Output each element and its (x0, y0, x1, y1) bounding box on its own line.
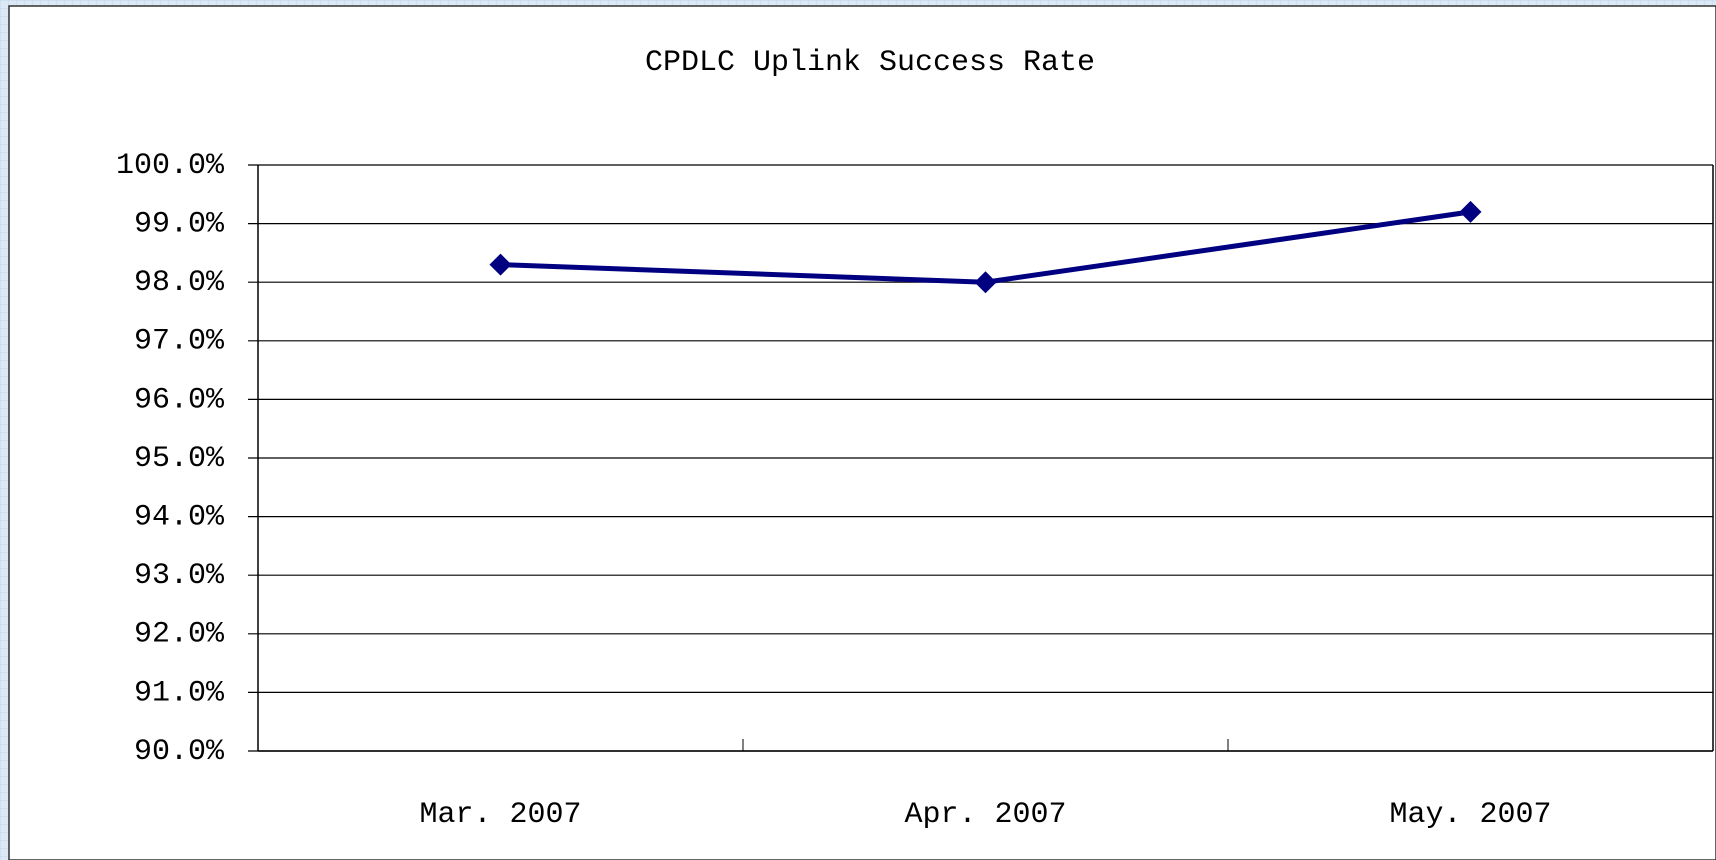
y-tick-label: 96.0% (134, 383, 225, 417)
point-marker (1459, 200, 1482, 223)
y-tick-label: 95.0% (134, 442, 225, 476)
y-tick-label: 93.0% (134, 559, 225, 593)
y-tick-label: 99.0% (134, 208, 225, 242)
chart-area (8, 5, 1716, 860)
y-tick-label: 98.0% (134, 266, 225, 300)
y-tick-label: 100.0% (116, 149, 225, 183)
point-marker (974, 271, 997, 294)
x-tick-label: Mar. 2007 (419, 798, 581, 832)
y-tick-label: 94.0% (134, 501, 225, 535)
x-tick-label: Apr. 2007 (904, 798, 1066, 832)
y-tick-label: 91.0% (134, 676, 225, 710)
x-tick-label: May. 2007 (1389, 798, 1551, 832)
y-tick-label: 97.0% (134, 325, 225, 359)
y-tick-label: 92.0% (134, 618, 225, 652)
chart-title: CPDLC Uplink Success Rate (645, 46, 1095, 80)
point-marker (489, 253, 512, 276)
y-tick-label: 90.0% (134, 735, 225, 769)
